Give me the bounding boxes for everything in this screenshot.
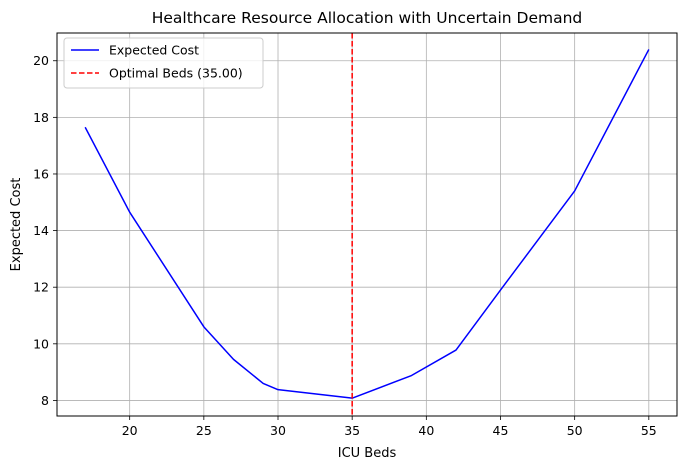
plot-frame [56,32,678,417]
x-tick-label: 20 [122,423,138,438]
x-tick-label: 25 [196,423,212,438]
y-axis-ticks: 8 10 12 14 16 18 20 [33,53,57,408]
y-tick-label: 18 [33,110,49,125]
x-tick-label: 55 [641,423,657,438]
x-axis-ticks: 20 25 30 35 40 45 50 55 [122,416,657,438]
plot-area [84,33,650,416]
legend: Expected Cost Optimal Beds (35.00) [63,37,264,89]
legend-label-expected-cost: Expected Cost [109,43,199,58]
y-tick-label: 12 [33,280,49,295]
series-line-expected-cost [84,49,650,399]
x-tick-label: 45 [493,423,509,438]
y-tick-label: 20 [33,53,49,68]
y-axis-label: Expected Cost [9,178,24,272]
x-tick-label: 30 [270,423,286,438]
x-tick-label: 50 [567,423,583,438]
legend-label-optimal-beds: Optimal Beds (35.00) [109,66,243,81]
y-tick-label: 8 [41,393,49,408]
x-tick-label: 40 [418,423,434,438]
x-tick-label: 35 [344,423,360,438]
legend-box [63,37,264,89]
grid [57,33,677,416]
x-axis-label: ICU Beds [338,446,397,461]
y-tick-label: 10 [33,336,49,351]
y-tick-label: 14 [33,223,49,238]
chart-title: Healthcare Resource Allocation with Unce… [152,9,583,27]
y-tick-label: 16 [33,166,49,181]
